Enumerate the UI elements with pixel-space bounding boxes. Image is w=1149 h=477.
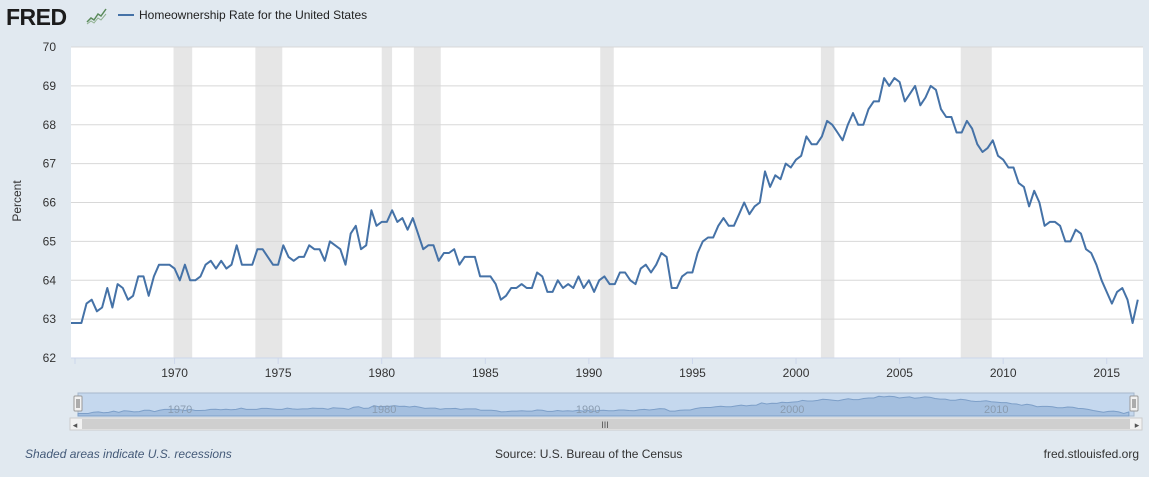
navigator-label: 1990 [576,404,600,416]
x-tick-label: 2005 [886,366,913,380]
x-tick-label: 1985 [472,366,499,380]
source-text: Source: U.S. Bureau of the Census [495,447,683,461]
navigator-series [77,395,1130,417]
y-axis: 62 63 64 65 66 67 68 69 70 [43,40,57,365]
scrollbar-grip: III [601,420,609,430]
x-tick-label: 1970 [161,366,188,380]
recession-note: Shaded areas indicate U.S. recessions [25,447,232,461]
scroll-right-arrow[interactable]: ▸ [1135,421,1140,431]
navigator-handle[interactable] [1129,395,1139,412]
y-tick-label: 62 [43,351,57,365]
x-tick-label: 2010 [990,366,1017,380]
x-tick-label: 2015 [1093,366,1120,380]
fred-logo[interactable]: FRED [6,4,67,30]
legend-swatch [118,14,134,16]
navigator-handle[interactable] [73,395,83,412]
y-tick-label: 64 [43,273,57,287]
site-link[interactable]: fred.stlouisfed.org [1043,447,1139,461]
navigator-label: 1980 [372,404,396,416]
y-tick-label: 70 [43,40,57,54]
y-tick-label: 68 [43,118,57,132]
x-axis: 1970 1975 1980 1985 1990 1995 2000 2005 2010 2015 [71,357,1143,380]
x-tick-label: 2000 [783,366,810,380]
scroll-left-arrow[interactable]: ◂ [73,421,78,431]
y-tick-label: 69 [43,79,57,93]
navigator-label: 1970 [168,404,192,416]
y-tick-label: 65 [43,234,57,248]
y-tick-label: 66 [43,196,57,210]
series-line[interactable] [71,77,1139,324]
y-axis-label: Percent [10,180,24,222]
x-tick-label: 1975 [265,366,292,380]
series [71,77,1139,324]
navigator[interactable]: 1970 1980 1990 2000 2010 III ◂ ▸ [69,392,1143,431]
chart-line-icon [86,6,108,26]
legend-label: Homeownership Rate for the United States [139,8,368,22]
x-tick-label: 1990 [576,366,603,380]
y-tick-label: 63 [43,312,57,326]
navigator-label: 2000 [780,404,804,416]
navigator-label: 2010 [984,404,1008,416]
scrollbar-thumb[interactable] [82,419,1130,429]
x-tick-label: 1980 [368,366,395,380]
y-tick-label: 67 [43,157,57,171]
x-tick-label: 1995 [679,366,706,380]
legend: Homeownership Rate for the United States [118,8,367,22]
